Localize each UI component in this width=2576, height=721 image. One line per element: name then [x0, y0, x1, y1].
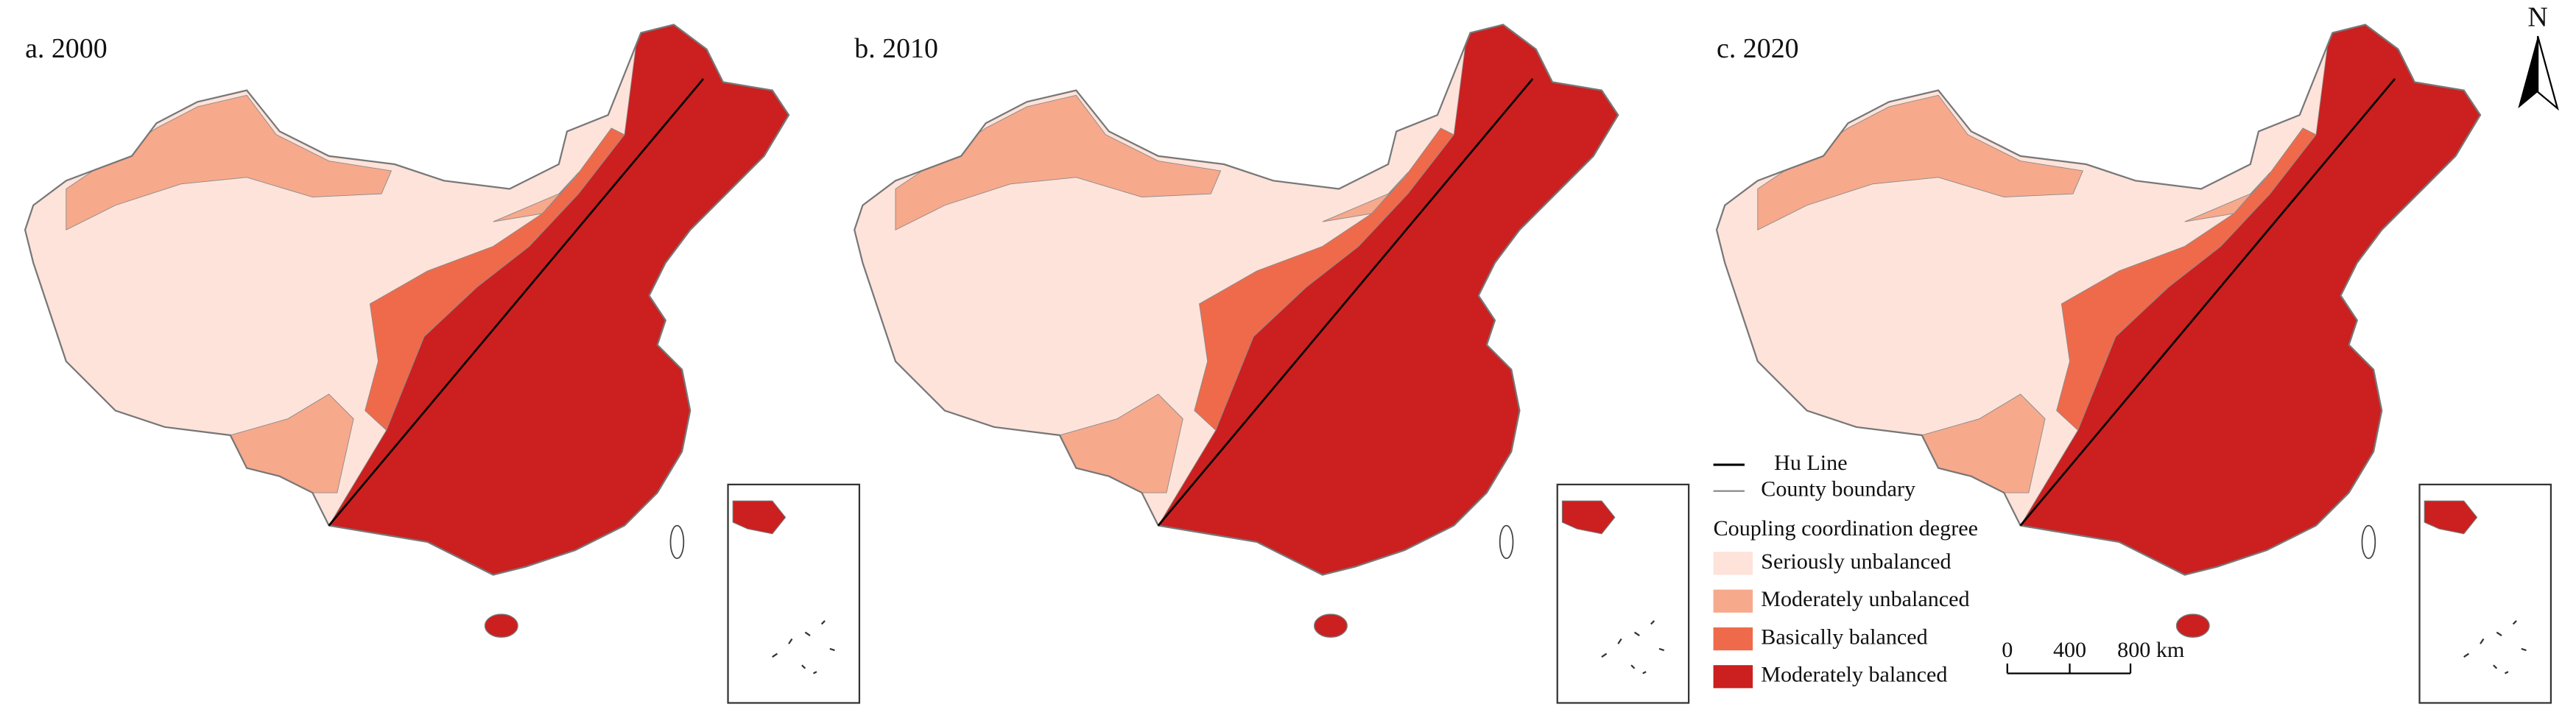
panel-title: a. 2000 — [25, 33, 108, 64]
legend-label: County boundary — [1761, 476, 1915, 502]
taiwan — [2361, 524, 2376, 560]
legend-swatch — [1713, 665, 1753, 689]
legend-label: Hu Line — [1774, 450, 1847, 475]
hu-line — [1157, 78, 1534, 527]
country-outline — [1715, 24, 2482, 576]
map-panels: a. 2000 b. 2010 c. 2020 — [24, 24, 2552, 704]
scale-label: 400 — [2053, 637, 2086, 662]
inset-coast — [2424, 500, 2478, 535]
taiwan — [1499, 524, 1514, 560]
hu-line — [2019, 78, 2396, 527]
inset-coast — [732, 500, 786, 535]
legend-label: Basically balanced — [1761, 624, 1927, 649]
panel-title: b. 2010 — [854, 33, 938, 64]
inset-coast — [1561, 500, 1616, 535]
legend-label: Seriously unbalanced — [1761, 549, 1951, 574]
inset-islands — [2463, 620, 2527, 675]
hainan — [2175, 613, 2210, 638]
legend-swatch — [1713, 552, 1753, 575]
map-panel: c. 2020 — [1715, 24, 2552, 704]
north-arrow-right — [2536, 35, 2559, 111]
hainan — [484, 613, 518, 638]
legend-label: Moderately balanced — [1761, 662, 1947, 687]
inset-box — [727, 483, 861, 704]
hu-line — [328, 78, 705, 527]
taiwan — [669, 524, 685, 560]
legend-swatch — [1713, 627, 1753, 651]
region-layers — [895, 24, 1619, 575]
country-outline — [854, 24, 1619, 576]
north-label: N — [2527, 1, 2547, 32]
legend-label: Moderately unbalanced — [1761, 586, 1969, 611]
inset-islands — [1601, 620, 1665, 675]
legend-title: Coupling coordination degree — [1714, 516, 1978, 541]
inset-islands — [772, 620, 835, 675]
legend-swatch — [1713, 589, 1753, 613]
scale-label: 0 — [2002, 637, 2013, 662]
north-arrow: N — [2518, 1, 2559, 111]
north-arrow-left — [2518, 36, 2538, 109]
map-panel: b. 2010 — [854, 24, 1690, 704]
map-panel: a. 2000 — [24, 24, 861, 704]
scale-label: 800 km — [2117, 637, 2184, 662]
country-outline — [24, 24, 790, 576]
scale-bar: 0 400 800 km — [2002, 637, 2184, 675]
hainan — [1314, 613, 1348, 638]
panel-title: c. 2020 — [1717, 33, 1799, 64]
